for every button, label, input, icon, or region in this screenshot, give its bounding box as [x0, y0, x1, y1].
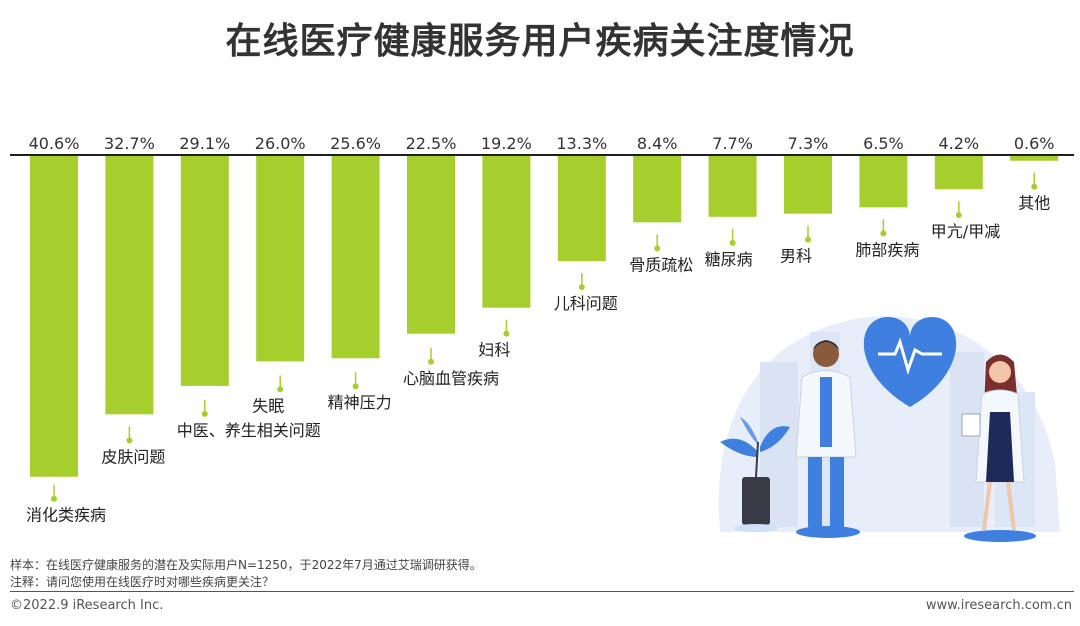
bottom-divider [10, 591, 1074, 592]
website-link[interactable]: www.iresearch.com.cn [925, 598, 1072, 613]
bar [557, 156, 606, 262]
value-label: 29.1% [179, 134, 230, 153]
leader-dot [729, 239, 736, 246]
leader-dot [503, 330, 510, 337]
value-label: 26.0% [255, 134, 306, 153]
annotation-note: 注释：请问您使用在线医疗时对哪些疾病更关注？ [10, 575, 275, 589]
leader-dot [428, 358, 434, 365]
copyright: ©2022.9 iResearch Inc. [10, 598, 164, 613]
bar-chart: 40.6% 消化类疾病 32.7% 皮肤问题 29.1% 中医、养生相关问题 26.0% 失眠… [26, 134, 1059, 525]
bar [1010, 156, 1059, 161]
leader-dot [126, 437, 133, 444]
value-label: 40.6% [29, 134, 80, 153]
leader-dot [654, 245, 661, 252]
value-label: 8.4% [637, 134, 678, 153]
category-label: 失眠 [252, 396, 284, 415]
category-label: 中医、养生相关问题 [177, 421, 321, 440]
value-label: 25.6% [330, 134, 381, 153]
bar [30, 156, 78, 477]
sample-note: 样本：在线医疗健康服务的潜在及实际用户N=1250，于2022年7月通过艾瑞调研… [10, 558, 482, 572]
bar [180, 156, 229, 386]
category-label: 肺部疾病 [855, 240, 919, 259]
bar [256, 156, 305, 362]
leader-dot [805, 236, 811, 243]
leader-dot [201, 410, 208, 417]
bar [934, 156, 983, 190]
category-label: 消化类疾病 [26, 506, 106, 525]
bar [331, 156, 380, 359]
leader-dot [880, 230, 887, 237]
leader-dot [955, 212, 962, 219]
plant-icon [720, 417, 790, 532]
value-label: 13.3% [556, 134, 607, 153]
category-label: 皮肤问题 [101, 447, 165, 466]
leader-dot [277, 386, 284, 393]
bar [482, 156, 531, 308]
value-label: 4.2% [938, 134, 979, 153]
category-label: 骨质疏松 [629, 255, 693, 274]
value-label: 0.6% [1014, 134, 1055, 153]
bar [105, 156, 154, 415]
category-label: 糖尿病 [705, 250, 753, 269]
value-label: 32.7% [104, 134, 155, 153]
bar [407, 156, 455, 334]
value-label: 19.2% [481, 134, 532, 153]
leader-dot [352, 383, 359, 390]
top-divider [10, 154, 1074, 156]
leader-dot [51, 495, 57, 502]
doctor-male-icon [795, 340, 860, 538]
bar [633, 156, 682, 223]
value-label: 22.5% [406, 134, 457, 153]
category-label: 甲亢/甲减 [931, 222, 1000, 241]
doctors-illustration [718, 316, 1060, 542]
value-label: 7.7% [712, 134, 753, 153]
leader-dot [1031, 183, 1038, 190]
category-label: 精神压力 [328, 393, 392, 412]
heart-pulse-icon [863, 317, 957, 407]
page-title: 在线医疗健康服务用户疾病关注度情况 [225, 21, 855, 62]
doctor-female-icon [961, 354, 1036, 542]
category-label: 其他 [1018, 194, 1050, 213]
bar [784, 156, 832, 214]
bar [708, 156, 757, 217]
value-label: 7.3% [788, 134, 829, 153]
category-label: 妇科 [478, 341, 510, 360]
category-label: 心脑血管疾病 [403, 369, 499, 388]
category-label: 儿科问题 [554, 294, 618, 313]
category-label: 男科 [780, 247, 812, 266]
leader-dot [578, 284, 585, 291]
value-label: 6.5% [863, 134, 904, 153]
bar [859, 156, 908, 208]
